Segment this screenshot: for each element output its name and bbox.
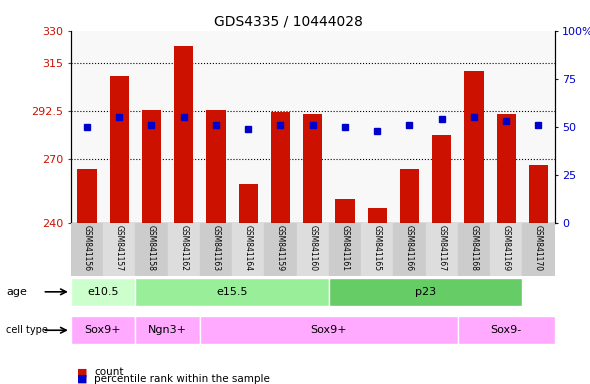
Text: ■: ■ <box>77 367 87 377</box>
Text: p23: p23 <box>415 287 436 297</box>
Bar <box>264 223 297 276</box>
Bar <box>497 114 516 384</box>
Bar <box>103 223 135 276</box>
Text: GSM841157: GSM841157 <box>114 225 124 271</box>
Bar <box>174 46 194 384</box>
Text: GSM841160: GSM841160 <box>308 225 317 271</box>
Bar <box>464 71 484 384</box>
Text: Sox9-: Sox9- <box>491 325 522 335</box>
Bar <box>522 223 555 276</box>
Bar <box>142 110 161 384</box>
Text: GSM841166: GSM841166 <box>405 225 414 271</box>
Text: GSM841170: GSM841170 <box>534 225 543 271</box>
Text: percentile rank within the sample: percentile rank within the sample <box>94 374 270 384</box>
FancyBboxPatch shape <box>71 278 135 306</box>
Text: GSM841161: GSM841161 <box>340 225 349 271</box>
Bar <box>200 223 232 276</box>
Bar <box>458 223 490 276</box>
Bar <box>77 169 97 384</box>
Text: GSM841167: GSM841167 <box>437 225 446 271</box>
Bar <box>335 199 355 384</box>
Bar <box>303 114 322 384</box>
FancyBboxPatch shape <box>458 316 555 344</box>
Bar <box>168 223 200 276</box>
FancyBboxPatch shape <box>329 278 522 306</box>
Bar <box>232 223 264 276</box>
Bar <box>71 223 103 276</box>
Text: GSM841156: GSM841156 <box>83 225 91 271</box>
Bar <box>490 223 522 276</box>
Bar <box>361 223 394 276</box>
Text: Sox9+: Sox9+ <box>85 325 122 335</box>
Bar <box>400 169 419 384</box>
Text: GSM841169: GSM841169 <box>502 225 511 271</box>
Title: GDS4335 / 10444028: GDS4335 / 10444028 <box>214 14 363 28</box>
Text: Sox9+: Sox9+ <box>310 325 347 335</box>
Bar <box>432 135 451 384</box>
FancyBboxPatch shape <box>200 316 458 344</box>
Text: GSM841163: GSM841163 <box>211 225 221 271</box>
Text: GSM841159: GSM841159 <box>276 225 285 271</box>
Text: Ngn3+: Ngn3+ <box>148 325 187 335</box>
Text: e10.5: e10.5 <box>87 287 119 297</box>
Text: GSM841165: GSM841165 <box>373 225 382 271</box>
Bar <box>529 165 548 384</box>
Bar <box>110 76 129 384</box>
Bar <box>329 223 361 276</box>
Text: GSM841164: GSM841164 <box>244 225 253 271</box>
Text: e15.5: e15.5 <box>217 287 248 297</box>
Bar <box>206 110 225 384</box>
Text: ■: ■ <box>77 374 87 384</box>
Text: count: count <box>94 367 124 377</box>
Text: age: age <box>6 287 27 297</box>
Text: GSM841168: GSM841168 <box>470 225 478 271</box>
Bar <box>135 223 168 276</box>
Bar <box>238 184 258 384</box>
Text: cell type: cell type <box>6 325 48 335</box>
Bar <box>368 208 387 384</box>
Text: GSM841162: GSM841162 <box>179 225 188 271</box>
FancyBboxPatch shape <box>135 278 329 306</box>
Bar <box>271 112 290 384</box>
FancyBboxPatch shape <box>135 316 200 344</box>
FancyBboxPatch shape <box>71 316 135 344</box>
Text: GSM841158: GSM841158 <box>147 225 156 271</box>
Bar <box>394 223 425 276</box>
Bar <box>425 223 458 276</box>
Bar <box>297 223 329 276</box>
